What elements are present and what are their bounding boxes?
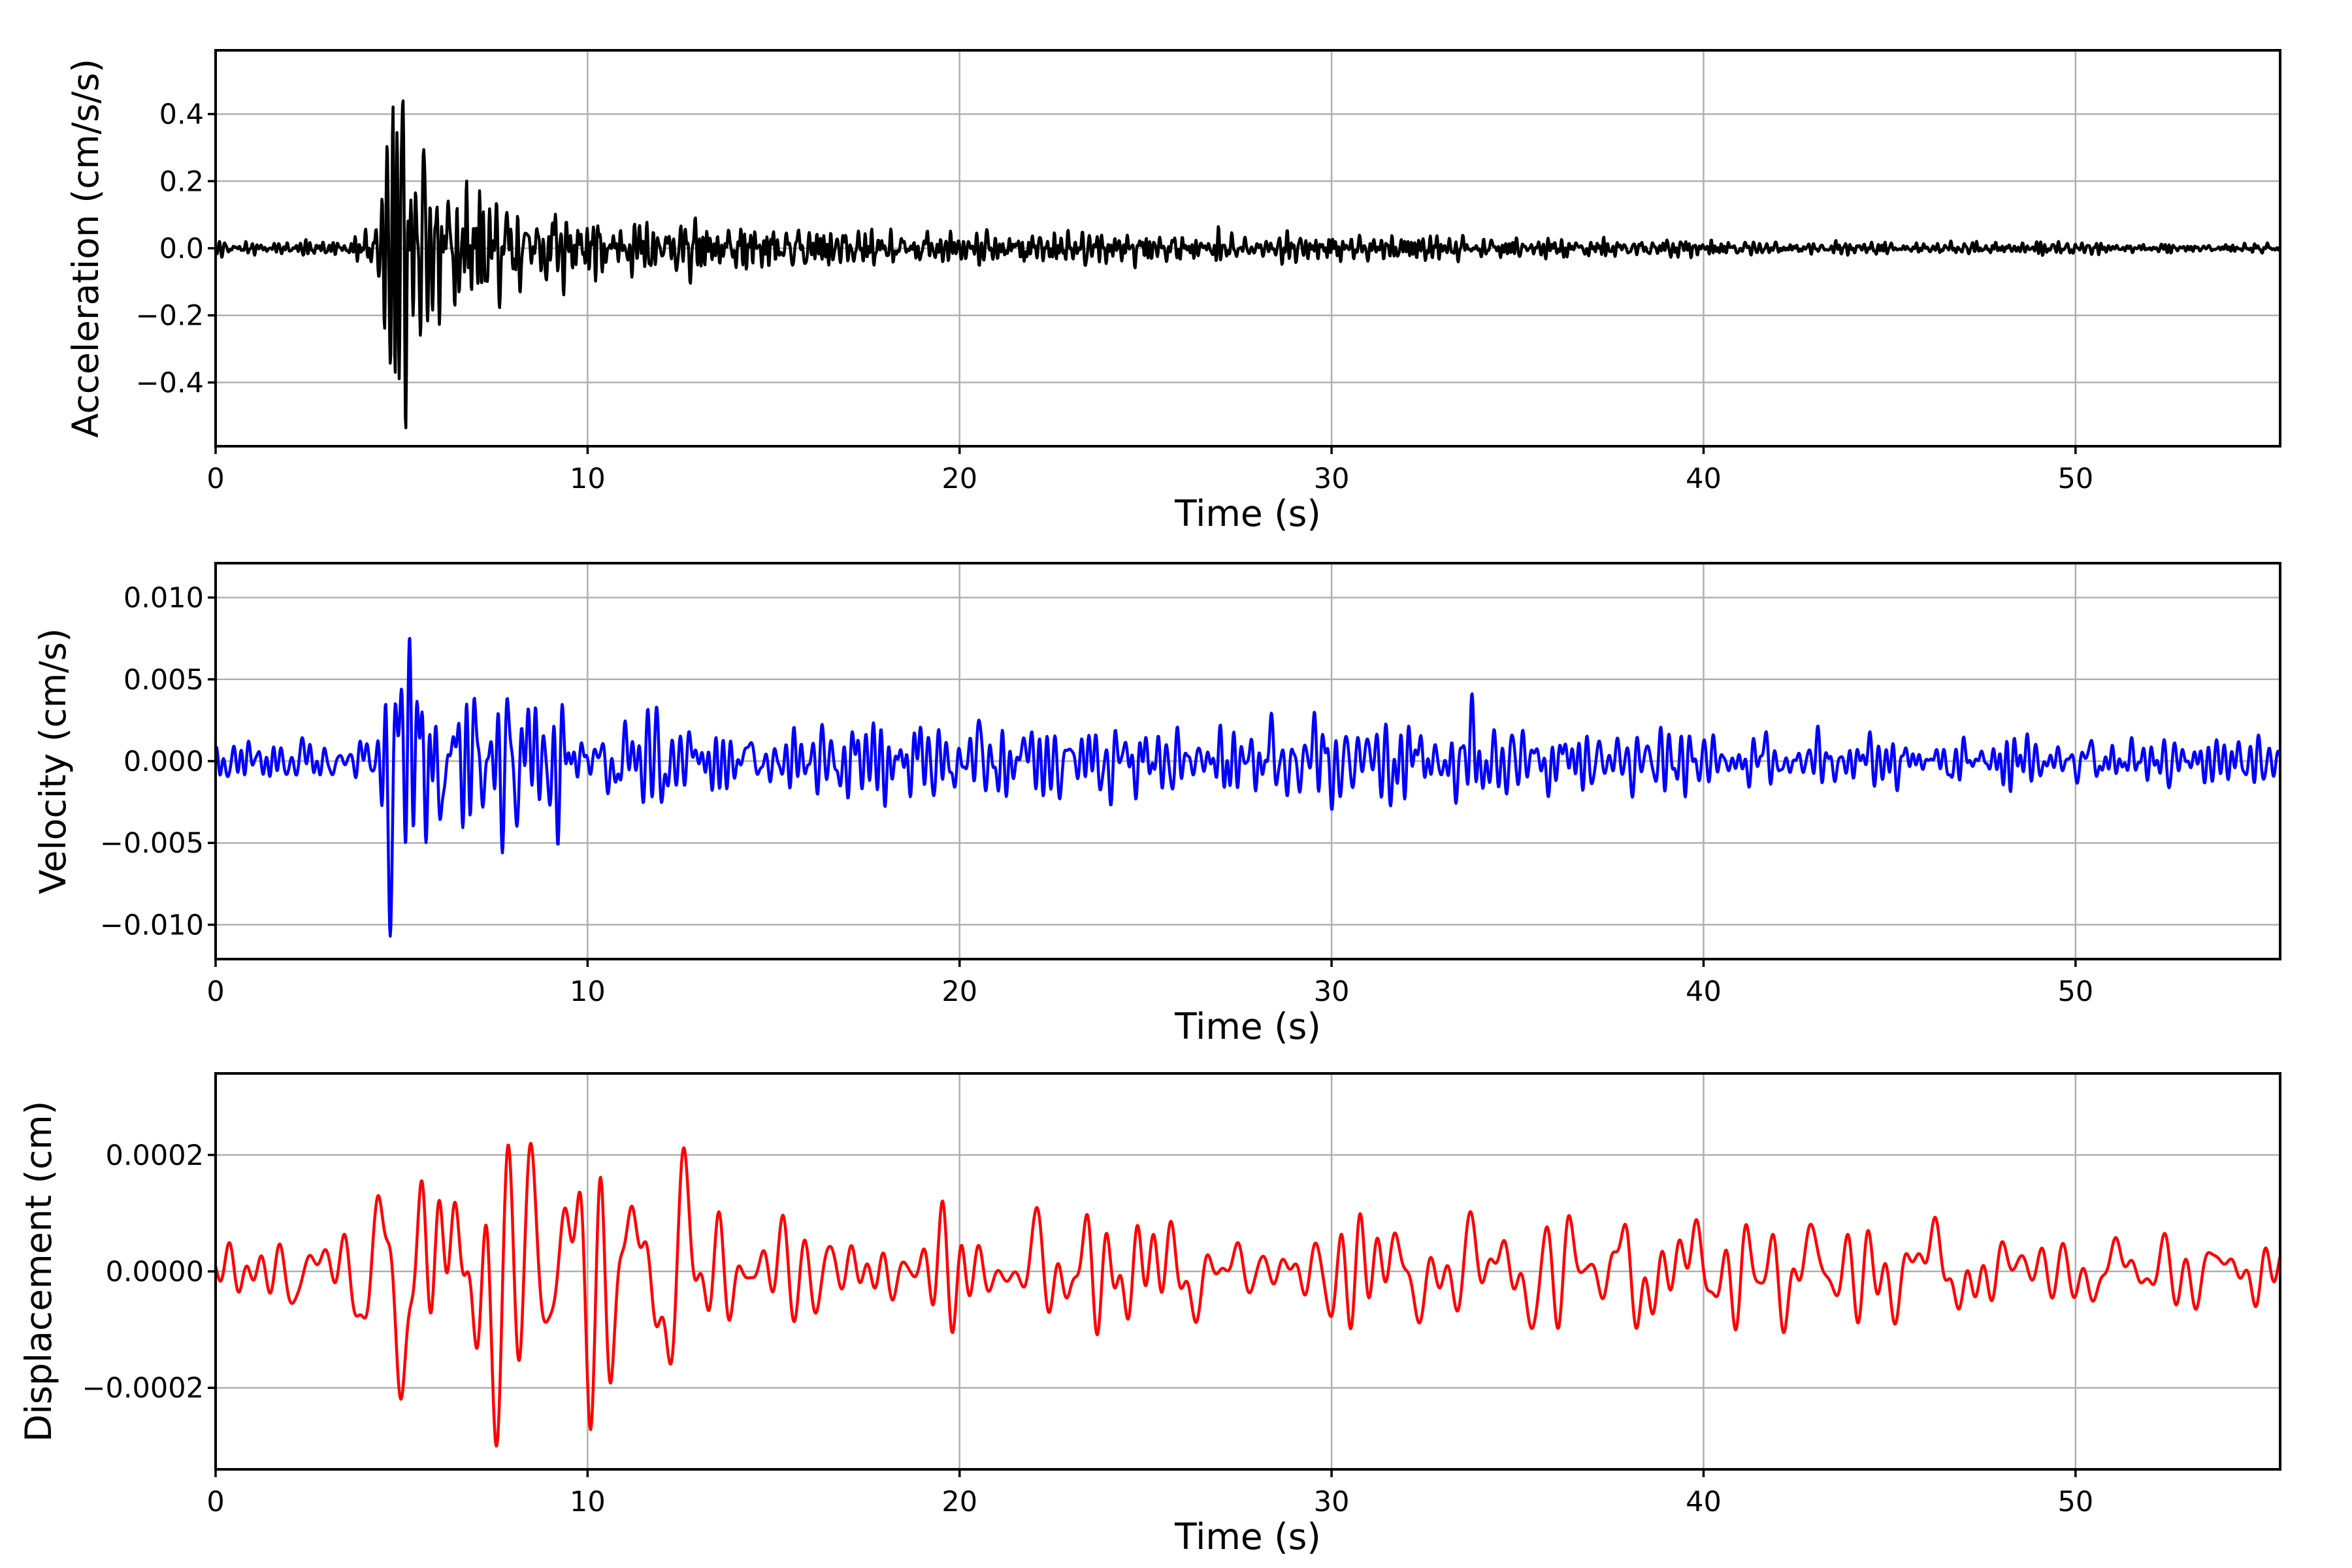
displacement-plot-area: 0 10 20 30 40 50 0.0002 0.0000 −0.0002 [82, 1072, 2282, 1518]
x-tick-label: 20 [941, 463, 977, 495]
y-tick-label: 0.010 [123, 582, 204, 615]
y-tick-label: −0.2 [136, 300, 204, 333]
displacement-y-axis-label: Displacement (cm) [18, 1101, 59, 1442]
y-tick-label: −0.0002 [82, 1372, 204, 1405]
y-tick-label: 0.005 [123, 664, 204, 696]
y-tick-label: −0.4 [136, 367, 204, 399]
time-x-axis-label-middle: Time (s) [1174, 1005, 1321, 1047]
displacement-subplot: 0 10 20 30 40 50 0.0002 0.0000 −0.0002 Displacem… [18, 1072, 2282, 1558]
y-tick-label: 0.0000 [106, 1256, 204, 1288]
acceleration-waveform [214, 99, 2282, 430]
acceleration-subplot: 0 10 20 30 40 50 0.4 0.2 0.0 −0.2 −0.4 Acceleratio… [65, 49, 2282, 534]
velocity-plot-area: 0 10 20 30 40 50 0.010 0.005 0.000 −0.005 −0.010 [100, 562, 2282, 1008]
acceleration-y-axis-label: Acceleration (cm/s/s) [65, 59, 106, 438]
y-tick-label: 0.0 [159, 233, 204, 265]
velocity-subplot: 0 10 20 30 40 50 0.010 0.005 0.000 −0.005 −0.010 V… [32, 562, 2282, 1047]
x-tick-label: 50 [2057, 463, 2093, 495]
time-x-axis-label-bottom: Time (s) [1174, 1516, 1321, 1558]
x-tick-label: 0 [206, 1486, 224, 1518]
x-tick-label: 20 [941, 975, 977, 1008]
y-tick-label: 0.000 [123, 745, 204, 778]
x-tick-label: 30 [1314, 1486, 1350, 1518]
x-tick-label: 30 [1314, 975, 1350, 1008]
time-x-axis-label-top: Time (s) [1174, 493, 1321, 534]
velocity-waveform [214, 636, 2282, 938]
x-tick-label: 20 [941, 1486, 977, 1518]
x-tick-label: 0 [206, 975, 224, 1008]
y-tick-label: −0.005 [100, 827, 204, 860]
x-tick-label: 40 [1686, 1486, 1722, 1518]
x-tick-label: 10 [570, 975, 606, 1008]
y-tick-label: 0.2 [159, 165, 204, 198]
y-tick-label: 0.4 [159, 99, 204, 131]
x-tick-label: 50 [2057, 975, 2093, 1008]
acceleration-plot-area: 0 10 20 30 40 50 0.4 0.2 0.0 −0.2 −0.4 [136, 49, 2282, 495]
x-tick-label: 50 [2057, 1486, 2093, 1518]
x-tick-label: 0 [206, 463, 224, 495]
x-tick-label: 10 [570, 463, 606, 495]
y-tick-label: −0.010 [100, 909, 204, 941]
x-tick-label: 30 [1314, 463, 1350, 495]
velocity-y-axis-label: Velocity (cm/s) [32, 628, 74, 894]
y-tick-label: 0.0002 [106, 1139, 204, 1172]
displacement-waveform [214, 1141, 2282, 1448]
x-tick-label: 10 [570, 1486, 606, 1518]
x-tick-label: 40 [1686, 463, 1722, 495]
x-tick-label: 40 [1686, 975, 1722, 1008]
